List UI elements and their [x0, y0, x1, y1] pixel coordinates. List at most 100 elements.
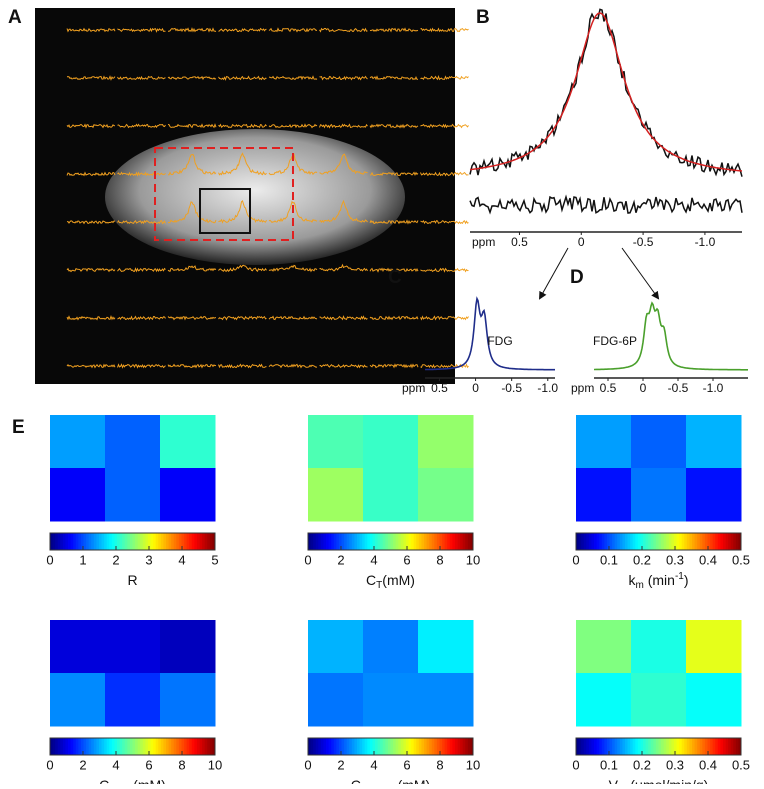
colorbar-segment — [400, 738, 404, 755]
colorbar-segment — [619, 738, 623, 755]
colorbar-segment — [436, 533, 440, 550]
colorbar-segment — [202, 533, 206, 550]
colorbar-segment — [349, 533, 353, 550]
colorbar-segment — [158, 533, 162, 550]
colorbar-segment — [679, 533, 683, 550]
colorbar-segment — [699, 738, 703, 755]
colorbar-segment — [720, 738, 724, 755]
colorbar-segment — [457, 738, 461, 755]
colorbar-segment — [145, 738, 149, 755]
colorbar-segment — [586, 533, 590, 550]
colorbar-segment — [93, 533, 97, 550]
colorbar-segment — [104, 738, 108, 755]
x-axis-label: ppm — [472, 235, 495, 249]
colorbar-segment — [661, 738, 665, 755]
colorbar-segment — [617, 738, 621, 755]
colorbar-segment — [671, 533, 675, 550]
colorbar-segment — [632, 738, 636, 755]
colorbar-segment — [679, 738, 683, 755]
voxel-spectrum — [218, 123, 267, 129]
heatmap-cell — [308, 673, 364, 727]
label-part: m — [635, 580, 643, 591]
voxel-spectrum — [66, 267, 116, 273]
colorbar-segment — [694, 533, 698, 550]
colorbar-segment — [604, 738, 608, 755]
colorbar-segment — [707, 738, 711, 755]
colorbar-segment — [653, 738, 657, 755]
colorbar-segment — [315, 533, 319, 550]
colorbar-segment — [467, 738, 471, 755]
colorbar-segment — [65, 738, 69, 755]
colorbar-segment — [722, 738, 726, 755]
heatmap-cell — [160, 468, 216, 522]
colorbar-segment — [614, 738, 618, 755]
colorbar-segment — [178, 533, 182, 550]
colorbar-segment — [354, 738, 358, 755]
colorbar-segment — [160, 738, 164, 755]
colorbar-segment — [619, 533, 623, 550]
voxel-spectrum — [117, 75, 166, 81]
colorbar-tick-label: 10 — [466, 757, 480, 772]
voxel-box — [199, 188, 251, 234]
colorbar-segment — [117, 738, 121, 755]
colorbar-segment — [362, 533, 366, 550]
colorbar-segment — [413, 533, 417, 550]
voxel-spectrum — [66, 171, 116, 177]
voxel-spectrum — [218, 200, 267, 224]
colorbar-segment — [588, 533, 592, 550]
colorbar-segment — [98, 533, 102, 550]
colorbar-segment — [168, 533, 172, 550]
colorbar-segment — [627, 533, 631, 550]
colorbar-segment — [604, 533, 608, 550]
colorbar-segment — [80, 533, 84, 550]
heatmap-cell — [105, 415, 161, 469]
colorbar-segment — [650, 533, 654, 550]
colorbar-segment — [122, 738, 126, 755]
colorbar-segment — [470, 533, 474, 550]
colorbar-segment — [444, 533, 448, 550]
voxel-spectrum — [117, 363, 166, 369]
colorbar-segment — [418, 533, 422, 550]
colorbar-tick-label: 0.4 — [699, 757, 717, 772]
colorbar-segment — [356, 533, 360, 550]
colorbar-segment — [173, 738, 177, 755]
colorbar-segment — [583, 738, 587, 755]
colorbar-segment — [196, 738, 200, 755]
colorbar-segment — [413, 738, 417, 755]
colorbar-segment — [346, 738, 350, 755]
voxel-spectrum — [420, 363, 469, 369]
colorbar-segment — [442, 738, 446, 755]
colorbar-segment — [119, 738, 123, 755]
colorbar-segment — [395, 738, 399, 755]
colorbar-segment — [434, 533, 438, 550]
voxel-spectrum — [218, 315, 267, 321]
colorbar-segment — [191, 533, 195, 550]
colorbar-segment — [181, 533, 185, 550]
colorbar-segment — [676, 533, 680, 550]
colorbar-segment — [686, 738, 690, 755]
colorbar-segment — [137, 533, 141, 550]
label-part: C — [366, 572, 376, 588]
colorbar-segment — [88, 533, 92, 550]
colorbar-segment — [728, 738, 732, 755]
heatmap-cell — [160, 415, 216, 469]
colorbar-segment — [372, 738, 376, 755]
colorbar-tick-label: 6 — [145, 757, 152, 772]
colorbar-segment — [452, 738, 456, 755]
residual — [469, 194, 743, 215]
colorbar-segment — [369, 533, 373, 550]
colorbar-segment — [194, 738, 198, 755]
colorbar-segment — [583, 533, 587, 550]
colorbar-segment — [344, 738, 348, 755]
voxel-spectrum — [319, 315, 368, 321]
colorbar-segment — [129, 738, 133, 755]
panel-label: C — [388, 267, 402, 288]
voxel-spectrum — [420, 171, 469, 177]
colorbar-segment — [104, 533, 108, 550]
colorbar-segment — [336, 533, 340, 550]
colorbar-segment — [717, 738, 721, 755]
colorbar-segment — [344, 533, 348, 550]
colorbar-segment — [367, 533, 371, 550]
colorbar-segment — [606, 533, 610, 550]
heatmap-cell — [160, 673, 216, 727]
